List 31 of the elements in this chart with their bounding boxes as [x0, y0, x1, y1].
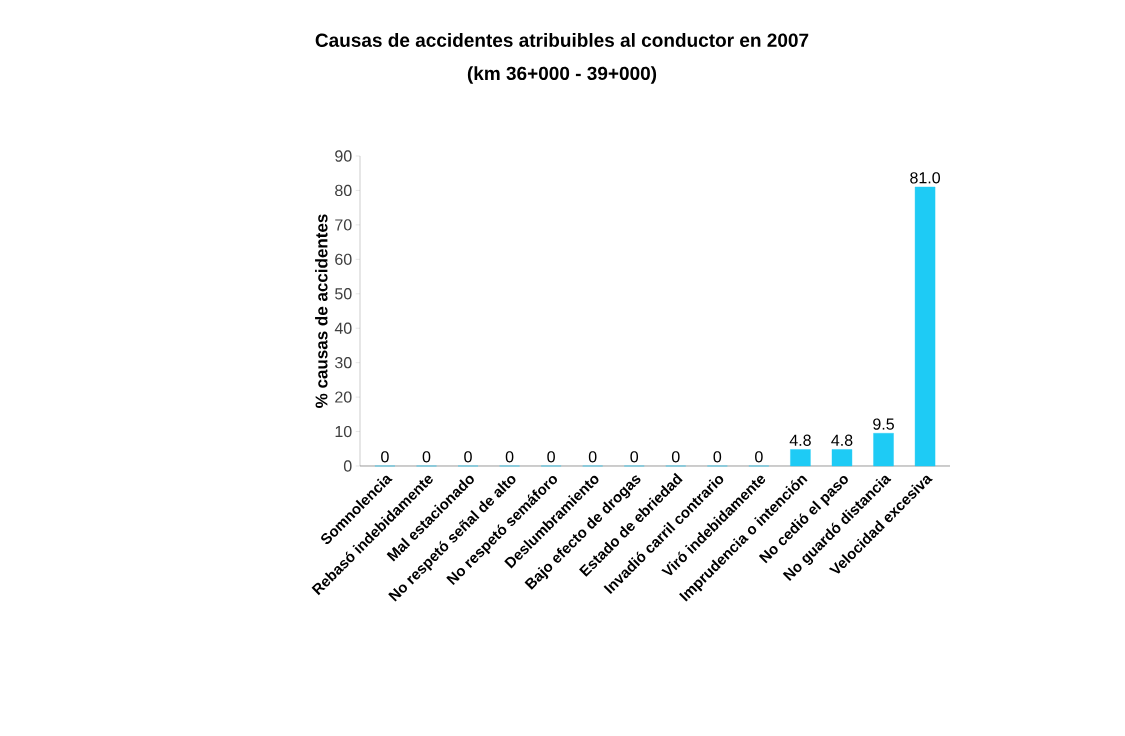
data-label: 0 [422, 451, 431, 463]
data-label: 0 [713, 451, 722, 463]
data-label: 0 [464, 451, 472, 463]
chart-title: Causas de accidentes atribuibles al conductor en 2007 [315, 33, 809, 47]
bar [790, 449, 811, 467]
y-tick-label: 60 [335, 253, 352, 265]
data-label: 0 [547, 451, 555, 463]
y-tick-label: 30 [335, 357, 352, 369]
data-label: 4.8 [789, 434, 811, 446]
y-tick-label: 80 [335, 184, 352, 197]
data-label: 0 [755, 451, 763, 463]
bar [873, 433, 894, 467]
data-label: 0 [630, 451, 639, 463]
data-label: 0 [381, 451, 389, 463]
data-label: 4.8 [831, 434, 853, 446]
y-tick-label: 10 [335, 425, 352, 438]
bar [831, 449, 853, 467]
y-tick-label: 0 [343, 460, 352, 472]
y-tick-label: 20 [335, 391, 352, 403]
y-axis-title: % causas de accidentes [315, 214, 328, 408]
data-label: 0 [671, 451, 680, 463]
y-tick-label: 70 [335, 219, 352, 231]
y-tick-label: 50 [335, 288, 352, 300]
data-label: 0 [588, 451, 597, 463]
y-tick-label: 40 [334, 322, 352, 334]
chart-subtitle: (km 36+000 - 39+000) [467, 66, 657, 84]
data-label: 81.0 [910, 172, 941, 184]
data-label: 9.5 [873, 418, 894, 430]
bar [914, 186, 936, 467]
y-tick-label: 90 [335, 150, 352, 162]
data-label: 0 [505, 451, 514, 463]
